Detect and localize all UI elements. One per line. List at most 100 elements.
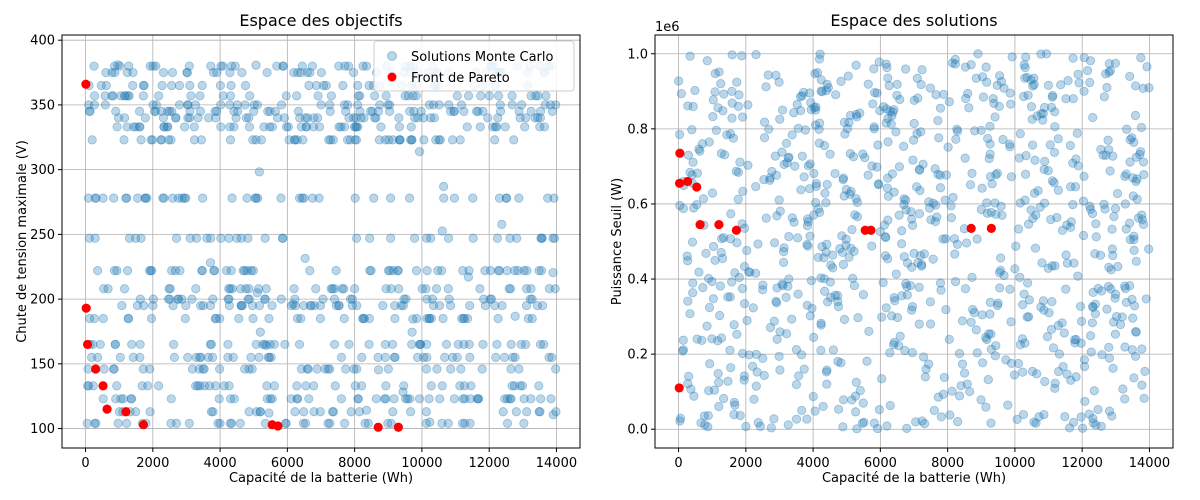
monte-carlo-point [986,329,996,339]
monte-carlo-point [1087,318,1098,328]
monte-carlo-point [889,293,899,303]
monte-carlo-point [711,125,721,135]
monte-carlo-point [840,129,850,139]
monte-carlo-point [357,352,367,362]
monte-carlo-point [348,67,359,78]
monte-carlo-point [1110,203,1121,214]
monte-carlo-point [1020,63,1030,73]
monte-carlo-point [357,381,367,391]
monte-carlo-point [1108,363,1118,373]
monte-carlo-point [286,394,296,404]
monte-carlo-point [1029,417,1039,427]
monte-carlo-point [191,284,201,294]
monte-carlo-point [881,118,891,128]
monte-carlo-point [205,258,216,268]
monte-carlo-point [492,233,502,243]
monte-carlo-point [1011,241,1021,251]
monte-carlo-point [1019,289,1029,299]
monte-carlo-point [887,311,897,321]
monte-carlo-point [225,284,235,294]
monte-carlo-point [1006,358,1017,369]
monte-carlo-point [851,60,861,70]
monte-carlo-point [1020,195,1030,205]
monte-carlo-point [264,313,274,324]
monte-carlo-point [422,294,432,304]
monte-carlo-point [805,88,815,98]
monte-carlo-point [1038,296,1049,306]
monte-carlo-point [1091,420,1101,430]
monte-carlo-point [996,253,1006,263]
monte-carlo-point [185,106,195,116]
monte-carlo-point [682,251,692,261]
x-tick-label: 10000 [994,456,1035,471]
monte-carlo-point [520,339,531,350]
monte-carlo-point [1073,161,1084,171]
monte-carlo-point [968,304,978,315]
monte-carlo-point [120,91,130,101]
monte-carlo-point [858,398,868,408]
monte-carlo-point [458,394,468,404]
monte-carlo-point [226,394,236,404]
monte-carlo-point [403,91,413,101]
monte-carlo-point [704,137,714,147]
monte-carlo-point [841,234,851,244]
monte-carlo-point [378,300,388,311]
monte-carlo-point [91,418,101,429]
monte-carlo-point [1033,186,1043,196]
monte-carlo-point [533,91,543,101]
monte-carlo-point [109,364,119,374]
monte-carlo-point [816,273,826,283]
monte-carlo-point [915,251,925,261]
monte-carlo-point [296,364,307,374]
monte-carlo-point [135,339,145,350]
monte-carlo-point [719,393,729,404]
monte-carlo-point [183,100,193,110]
monte-carlo-point [210,381,221,391]
monte-carlo-point [775,327,785,337]
monte-carlo-point [962,379,972,389]
monte-carlo-point [545,100,556,110]
monte-carlo-point [1120,394,1130,404]
y-axis-label: Puissance Seuil (W) [610,178,625,305]
monte-carlo-point [456,100,467,110]
monte-carlo-point [765,173,775,183]
monte-carlo-point [253,193,263,203]
monte-carlo-point [549,233,560,243]
monte-carlo-point [833,296,843,307]
monte-carlo-point [845,189,855,199]
monte-carlo-point [953,417,963,427]
monte-carlo-point [985,121,995,131]
monte-carlo-point [1019,91,1029,102]
monte-carlo-point [122,67,132,78]
monte-carlo-point [811,197,821,208]
monte-carlo-point [364,339,374,350]
monte-carlo-point [550,284,560,294]
monte-carlo-point [683,101,693,111]
monte-carlo-point [278,61,288,71]
monte-carlo-point [371,394,381,404]
pareto-point [102,404,112,414]
monte-carlo-point [1127,345,1137,355]
monte-carlo-point [89,91,100,101]
monte-carlo-point [713,103,723,113]
monte-carlo-point [128,80,138,91]
monte-carlo-point [302,67,312,78]
monte-carlo-point [962,238,972,248]
monte-carlo-point [526,284,536,294]
monte-carlo-point [551,407,561,417]
monte-carlo-point [140,193,151,203]
y-tick-label: 1.0 [627,47,648,62]
monte-carlo-point [899,141,909,151]
monte-carlo-point [109,193,119,203]
monte-carlo-point [465,418,475,429]
monte-carlo-point [390,352,400,362]
monte-carlo-point [547,352,557,362]
monte-carlo-point [329,339,340,350]
monte-carlo-point [1139,393,1149,403]
monte-carlo-point [388,135,398,145]
monte-carlo-point [1068,94,1078,104]
monte-carlo-point [737,112,748,122]
monte-carlo-point [1079,361,1090,372]
monte-carlo-point [875,106,885,116]
monte-carlo-point [1010,264,1020,274]
